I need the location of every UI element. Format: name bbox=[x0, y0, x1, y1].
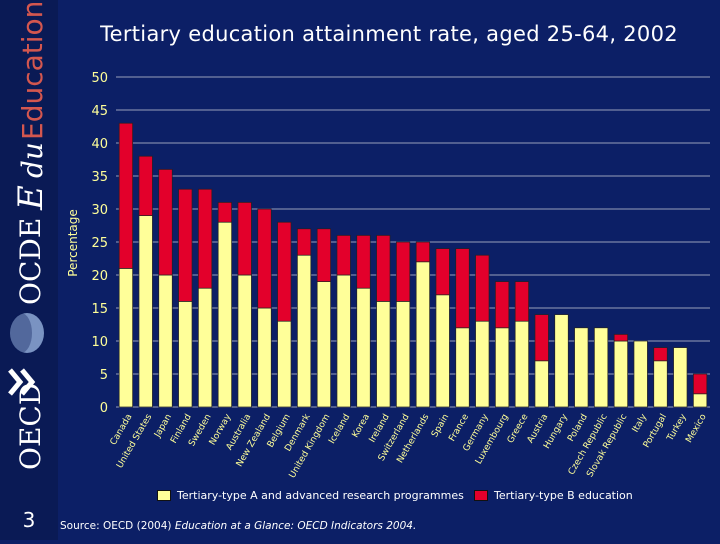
y-tick-label: 50 bbox=[91, 71, 108, 86]
bar-type-b bbox=[297, 228, 312, 256]
y-tick-label: 15 bbox=[91, 302, 108, 317]
bar-type-a bbox=[237, 274, 252, 408]
bar-type-b bbox=[376, 235, 391, 302]
logo-globe-icon bbox=[10, 313, 44, 353]
y-tick-label: 40 bbox=[91, 137, 108, 152]
bar-type-b bbox=[514, 281, 529, 322]
y-tick-label: 35 bbox=[91, 170, 108, 185]
source-note: Source: OECD (2004) Education at a Glanc… bbox=[60, 520, 416, 532]
bar-type-a bbox=[257, 307, 272, 408]
legend-item-type-a: Tertiary-type A and advanced research pr… bbox=[157, 489, 464, 502]
legend-item-type-b: Tertiary-type B education bbox=[474, 489, 633, 502]
bar-type-b bbox=[178, 188, 193, 302]
bar-type-a bbox=[415, 261, 430, 408]
bar-type-a bbox=[633, 340, 648, 408]
bar-type-a bbox=[594, 327, 609, 408]
bar-type-a bbox=[475, 320, 490, 408]
bar-type-b bbox=[613, 334, 628, 342]
bar-type-a bbox=[138, 215, 153, 408]
logo-education-cap: E bbox=[11, 185, 51, 211]
logo-education-du: du bbox=[16, 142, 49, 178]
oecd-logo-strip: E du Education OCDE OECD bbox=[0, 0, 58, 540]
bar-type-b bbox=[118, 122, 133, 269]
sidebar-branding: E du Education OCDE OECD 3 bbox=[0, 0, 58, 540]
bar-type-b bbox=[435, 248, 450, 296]
bar-type-a bbox=[613, 340, 628, 408]
logo-globe-shade bbox=[10, 313, 32, 353]
chevrons-icon bbox=[8, 368, 36, 396]
bar-type-b bbox=[277, 221, 292, 322]
bar-type-a bbox=[297, 254, 312, 408]
x-tick-label: Spain bbox=[430, 413, 451, 440]
source-prefix: Source: OECD (2004) bbox=[60, 520, 175, 532]
bar-type-a bbox=[396, 301, 411, 408]
bar-type-a bbox=[514, 320, 529, 408]
y-tick-label: 5 bbox=[100, 368, 108, 383]
bar-type-b bbox=[237, 202, 252, 276]
logo-ocde: OCDE bbox=[14, 218, 47, 305]
x-tick-label: Mexico bbox=[684, 412, 709, 445]
bar-type-a bbox=[118, 268, 133, 408]
bar-type-b bbox=[534, 314, 549, 362]
bar-type-b bbox=[495, 281, 510, 329]
bar-type-b bbox=[336, 235, 351, 276]
logo-oecd: OECD bbox=[14, 383, 47, 470]
y-axis-label: Percentage bbox=[66, 209, 80, 277]
bar-type-b bbox=[158, 169, 173, 276]
bar-type-b bbox=[257, 208, 272, 309]
bar-type-a bbox=[198, 287, 213, 408]
bar-type-b bbox=[653, 347, 668, 362]
bar-type-a bbox=[376, 301, 391, 408]
y-tick-label: 45 bbox=[91, 104, 108, 119]
bar-type-b bbox=[475, 254, 490, 322]
x-tick-label: Italy bbox=[631, 412, 650, 434]
sidebar-background bbox=[0, 0, 58, 540]
bar-type-b bbox=[217, 202, 232, 223]
y-tick-label: 20 bbox=[91, 269, 108, 284]
bar-type-a bbox=[534, 360, 549, 408]
bar-type-a bbox=[495, 327, 510, 408]
bar-type-a bbox=[316, 281, 331, 408]
bar-type-b bbox=[356, 235, 371, 289]
y-tick-label: 10 bbox=[91, 335, 108, 350]
bar-type-a bbox=[455, 327, 470, 408]
bar-type-b bbox=[415, 241, 430, 263]
bars bbox=[118, 122, 708, 408]
bar-type-a bbox=[356, 287, 371, 408]
bar-type-b bbox=[198, 188, 213, 289]
y-axis-ticks: 0 5 10 15 20 25 30 35 40 45 50 bbox=[91, 71, 108, 416]
legend-swatch-type-b bbox=[474, 490, 488, 501]
bar-type-a bbox=[554, 314, 569, 408]
y-tick-label: 30 bbox=[91, 203, 108, 218]
y-tick-label: 0 bbox=[100, 401, 108, 416]
logo-education-cation: Education bbox=[16, 1, 49, 140]
bar-type-b bbox=[138, 155, 153, 216]
bar-type-b bbox=[693, 373, 708, 395]
bar-type-a bbox=[217, 221, 232, 408]
source-title: Education at a Glance: OECD Indicators 2… bbox=[174, 520, 417, 532]
bar-type-b bbox=[316, 228, 331, 282]
bar-type-a bbox=[336, 274, 351, 408]
bar-type-a bbox=[158, 274, 173, 408]
chart-title: Tertiary education attainment rate, aged… bbox=[100, 22, 678, 46]
legend-label-type-b: Tertiary-type B education bbox=[494, 489, 633, 502]
bar-type-b bbox=[455, 248, 470, 329]
bar-type-a bbox=[693, 393, 708, 408]
bar-type-a bbox=[435, 294, 450, 408]
bar-type-b bbox=[396, 241, 411, 302]
gridlines bbox=[116, 76, 710, 408]
bar-type-a bbox=[277, 320, 292, 408]
bar-type-a bbox=[178, 301, 193, 408]
bar-type-a bbox=[653, 360, 668, 408]
legend-swatch-type-a bbox=[157, 490, 171, 501]
y-tick-label: 25 bbox=[91, 236, 108, 251]
slide-number: 3 bbox=[22, 508, 36, 532]
legend-label-type-a: Tertiary-type A and advanced research pr… bbox=[177, 489, 464, 502]
bar-type-a bbox=[673, 347, 688, 408]
bar-type-a bbox=[574, 327, 589, 408]
